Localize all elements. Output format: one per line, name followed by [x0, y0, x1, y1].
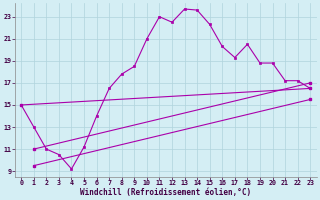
X-axis label: Windchill (Refroidissement éolien,°C): Windchill (Refroidissement éolien,°C): [80, 188, 251, 197]
